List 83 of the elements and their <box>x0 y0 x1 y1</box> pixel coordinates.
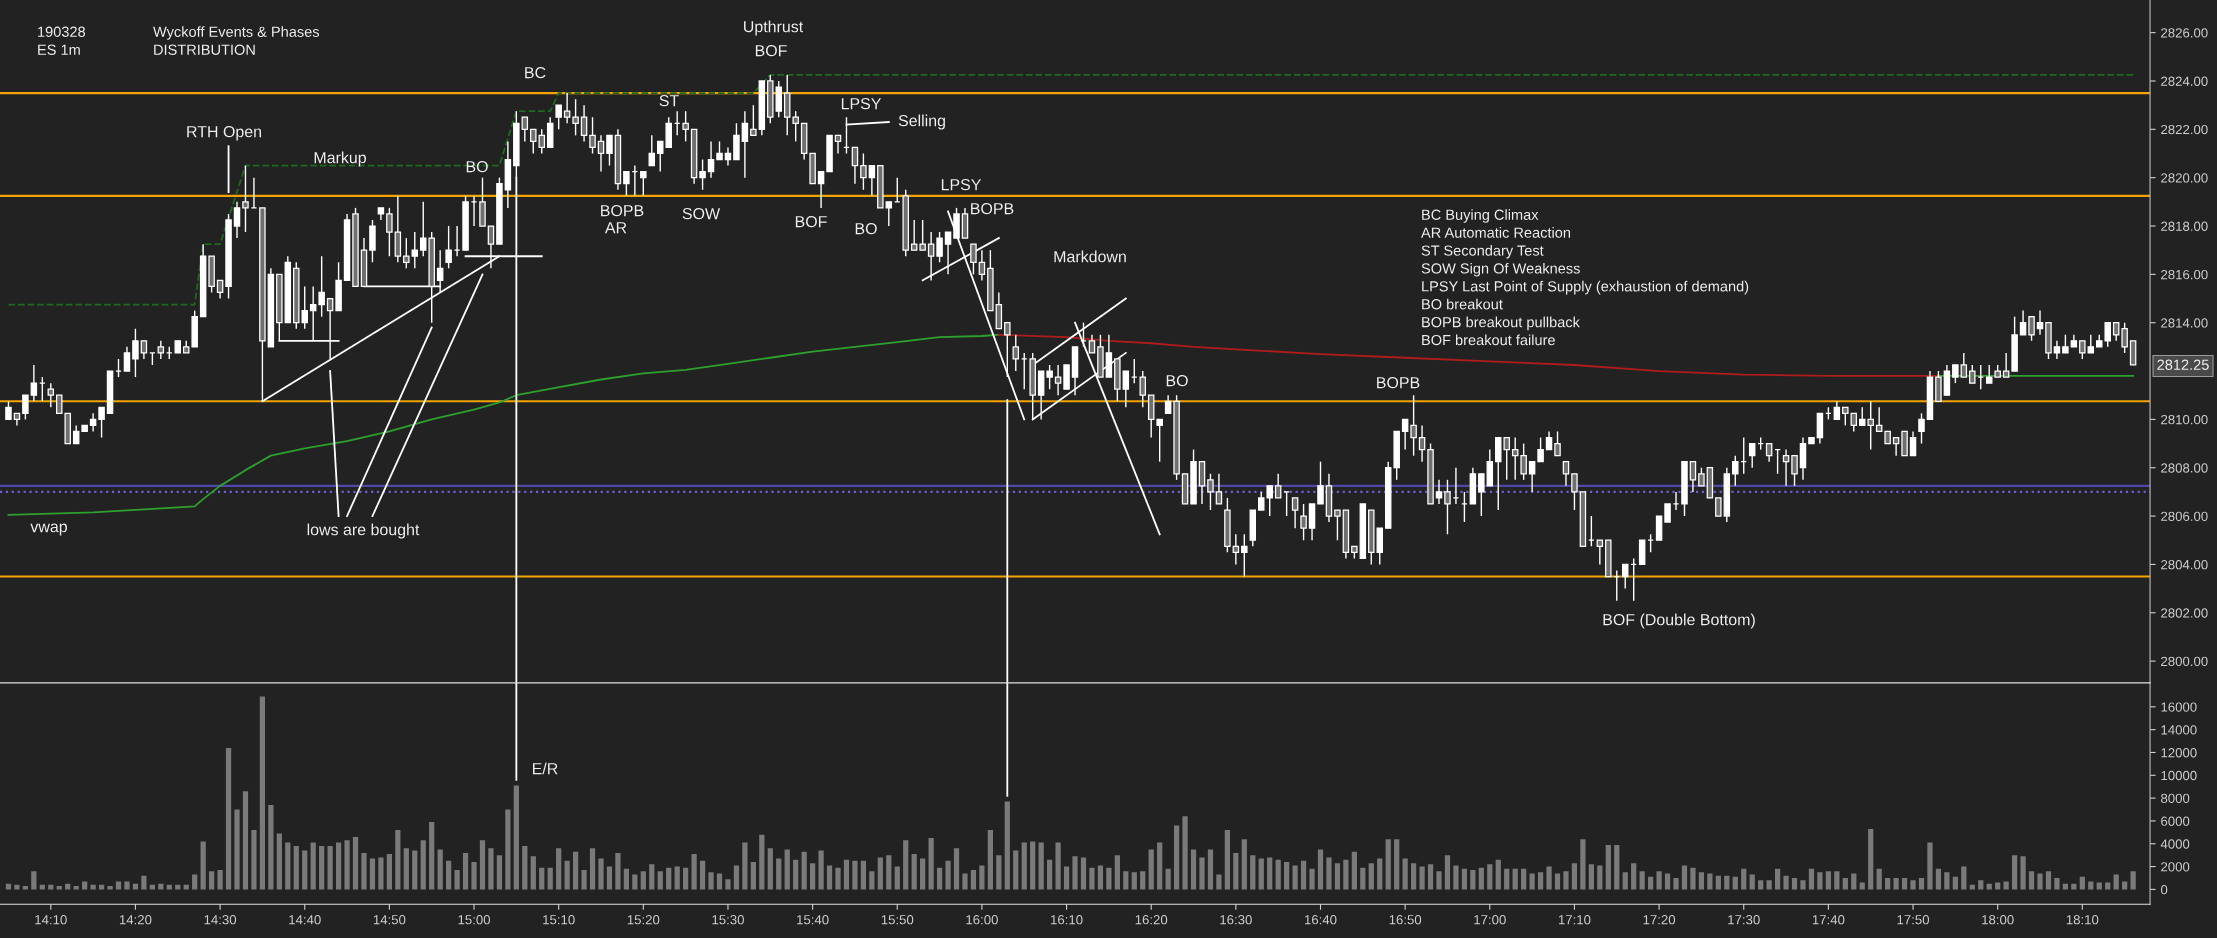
annotation: SOW <box>682 207 721 220</box>
y-tick-label: 8000 <box>2161 793 2190 804</box>
annotation: ES 1m <box>38 44 80 55</box>
y-tick-label: 2800.00 <box>2161 656 2208 667</box>
annotation: Upthrust <box>744 20 804 36</box>
x-tick-label: 18:00 <box>1982 915 2014 925</box>
x-tick-label: 14:40 <box>289 915 321 925</box>
annotation: BO <box>466 160 488 173</box>
y-tick-label: 16000 <box>2161 702 2197 712</box>
x-tick-label: 15:50 <box>881 915 914 925</box>
annotation: BOPB <box>1377 376 1420 389</box>
y-tick-label: 2814.00 <box>2161 318 2208 328</box>
x-tick-label: 15:20 <box>627 915 660 925</box>
annotation: 190328 <box>38 26 86 37</box>
annotation: lows are bought <box>307 523 420 539</box>
annotation: Selling <box>898 114 945 130</box>
y-tick-label: 0 <box>2160 884 2168 895</box>
y-tick-label: 2820.00 <box>2161 173 2208 183</box>
x-tick-label: 16:20 <box>1135 915 1168 925</box>
x-tick-label: 17:30 <box>1728 915 1760 925</box>
annotation: BOF (Double Bottom) <box>1603 613 1755 629</box>
x-tick-label: 17:40 <box>1812 915 1845 925</box>
annotation: LPSY <box>841 97 882 110</box>
annotation: ST <box>659 94 679 107</box>
y-tick-label: 6000 <box>2161 816 2190 826</box>
y-tick-label: 12000 <box>2161 748 2197 758</box>
x-tick-label: 15:10 <box>543 915 575 925</box>
annotation: BO <box>855 222 877 235</box>
annotation: BOPB <box>601 204 644 217</box>
x-tick-label: 16:30 <box>1220 915 1252 925</box>
y-tick-label: 2826.00 <box>2161 28 2208 38</box>
x-tick-label: 17:00 <box>1474 915 1506 925</box>
annotation: BC <box>525 66 546 79</box>
annotation: vwap <box>30 523 67 536</box>
x-tick-label: 14:50 <box>373 915 406 925</box>
annotation: BC Buying Climax <box>1422 209 1539 223</box>
annotation: Markdown <box>1054 250 1126 263</box>
x-tick-label: 14:20 <box>119 915 152 925</box>
y-tick-label: 4000 <box>2160 839 2190 849</box>
y-tick-label: 10000 <box>2161 770 2197 781</box>
annotation: LPSY Last Point of Supply (exhaustion of demand) <box>1422 280 1749 295</box>
y-tick-label: 2808.00 <box>2161 463 2208 473</box>
x-tick-label: 16:40 <box>1305 915 1337 925</box>
annotation: LPSY <box>941 178 982 191</box>
annotation: BOPB breakout pullback <box>1422 316 1580 331</box>
annotation: BOF <box>755 44 787 57</box>
y-tick-label: 14000 <box>2161 725 2197 735</box>
annotation: E/R <box>533 762 558 775</box>
y-tick-label: 2816.00 <box>2161 269 2208 280</box>
x-tick-label: 14:10 <box>35 915 67 925</box>
y-tick-label: 2802.00 <box>2161 608 2208 618</box>
x-tick-label: 15:00 <box>458 915 491 925</box>
x-tick-label: 17:50 <box>1897 915 1930 925</box>
text: DISTRIBUTION <box>154 44 255 55</box>
y-tick-label: 2806.00 <box>2161 511 2208 521</box>
annotation: BOPB <box>971 202 1014 215</box>
x-tick-label: 16:50 <box>1389 915 1422 925</box>
y-tick-label: 2822.00 <box>2161 124 2208 135</box>
y-tick-label: 2824.00 <box>2161 76 2208 86</box>
annotation: SOW Sign Of Weakness <box>1421 262 1580 277</box>
annotation: BO breakout <box>1422 298 1503 310</box>
x-tick-label: 14:30 <box>204 915 237 925</box>
y-tick-label: 2818.00 <box>2161 221 2208 231</box>
annotation: BOF <box>795 215 827 228</box>
y-tick-label: 2810.00 <box>2161 414 2208 425</box>
x-tick-label: 16:10 <box>1051 915 1083 925</box>
x-tick-label: 17:10 <box>1558 915 1591 925</box>
annotation: RTH Open <box>187 125 261 141</box>
y-tick-label: 2804.00 <box>2161 559 2208 570</box>
text: Wyckoff Events & Phases <box>153 26 320 40</box>
x-tick-label: 15:30 <box>712 915 744 925</box>
annotation: ST Secondary Test <box>1421 245 1544 259</box>
x-tick-label: 15:40 <box>797 915 829 925</box>
x-tick-label: 16:00 <box>966 915 998 925</box>
y-tick-label: 2000 <box>2161 862 2190 872</box>
annotation: AR <box>604 222 627 234</box>
annotation: AR Automatic Reaction <box>1421 227 1571 238</box>
text: 2812.25 <box>2157 359 2209 370</box>
annotation: Markup <box>314 151 366 167</box>
annotation: BOF breakout failure <box>1422 334 1555 346</box>
x-tick-label: 18:10 <box>2066 915 2099 925</box>
x-tick-label: 17:20 <box>1643 915 1676 925</box>
annotation: BO <box>1166 374 1188 387</box>
